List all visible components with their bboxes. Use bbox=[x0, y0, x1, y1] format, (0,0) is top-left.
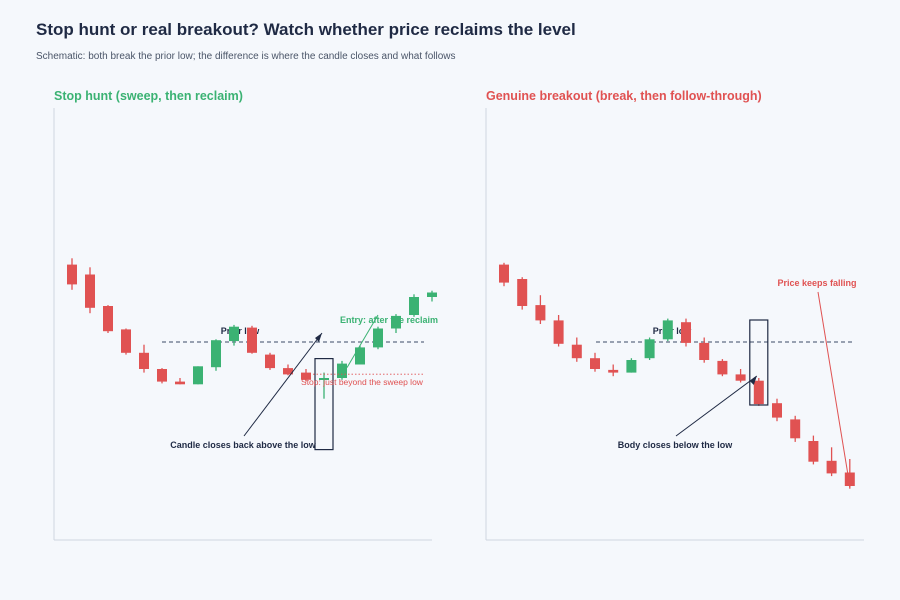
keeps-falling-pointer bbox=[817, 291, 851, 487]
close-below-annotation: Body closes below the low bbox=[618, 440, 734, 450]
bearish-candle bbox=[175, 381, 185, 385]
bearish-candle bbox=[790, 419, 801, 439]
bearish-candle bbox=[772, 403, 782, 418]
bearish-candle bbox=[157, 369, 167, 382]
bearish-candle bbox=[247, 327, 257, 353]
bearish-candle bbox=[826, 460, 837, 474]
breakout-panel: Genuine breakout (break, then follow-thr… bbox=[485, 89, 864, 541]
bearish-candle bbox=[121, 329, 131, 353]
bullish-candle bbox=[319, 378, 329, 380]
bearish-candle bbox=[590, 358, 600, 369]
bearish-candle bbox=[67, 264, 77, 285]
bearish-candle bbox=[283, 368, 293, 375]
close-back-pointer bbox=[243, 332, 323, 437]
bullish-candle bbox=[355, 347, 365, 365]
panel-title: Genuine breakout (break, then follow-thr… bbox=[486, 89, 762, 103]
sweep-highlight-box bbox=[314, 358, 334, 451]
bullish-candle bbox=[662, 320, 673, 340]
bullish-candle bbox=[427, 292, 437, 297]
bullish-candle bbox=[391, 315, 401, 329]
bullish-candle bbox=[644, 339, 655, 359]
bullish-candle bbox=[337, 363, 347, 378]
entry-annotation: Entry: after the reclaim bbox=[340, 315, 438, 325]
bullish-candle bbox=[373, 328, 383, 348]
bearish-candle bbox=[499, 264, 509, 283]
page-subtitle: Schematic: both break the prior low; the… bbox=[36, 51, 456, 62]
arrowhead-icon bbox=[749, 376, 757, 385]
bearish-candle bbox=[681, 322, 691, 343]
bullish-candle bbox=[626, 360, 637, 373]
bullish-candle bbox=[193, 366, 203, 385]
bearish-candle bbox=[553, 320, 564, 344]
bearish-candle bbox=[699, 342, 710, 360]
bearish-candle bbox=[753, 380, 764, 405]
entry-pointer bbox=[346, 314, 379, 368]
bearish-candle bbox=[517, 279, 528, 306]
page-title: Stop hunt or real breakout? Watch whethe… bbox=[36, 20, 576, 39]
bearish-candle bbox=[717, 360, 728, 375]
bearish-candle bbox=[103, 306, 113, 332]
bearish-candle bbox=[535, 305, 546, 321]
bullish-candle bbox=[229, 326, 239, 342]
bearish-candle bbox=[139, 352, 149, 369]
bearish-candle bbox=[735, 374, 746, 381]
bearish-candle bbox=[571, 344, 582, 359]
close-below-pointer bbox=[675, 375, 758, 437]
bearish-candle bbox=[844, 472, 855, 486]
bearish-candle bbox=[301, 372, 311, 380]
arrowhead-icon bbox=[845, 479, 853, 488]
stop-hunt-panel: Stop hunt (sweep, then reclaim) Prior low… bbox=[53, 89, 438, 541]
keeps-falling-annotation: Price keeps falling bbox=[777, 278, 856, 288]
panel-title: Stop hunt (sweep, then reclaim) bbox=[54, 89, 243, 103]
close-back-annotation: Candle closes back above the low bbox=[170, 440, 317, 450]
bullish-candle bbox=[409, 297, 419, 315]
prior-low-label: Prior low bbox=[221, 326, 261, 336]
stop-annotation: Stop: just beyond the sweep low bbox=[301, 377, 424, 387]
bearish-candle bbox=[608, 369, 619, 373]
break-highlight-box bbox=[749, 319, 769, 406]
bearish-candle bbox=[85, 274, 95, 308]
bearish-candle bbox=[265, 354, 275, 369]
bearish-candle bbox=[808, 441, 819, 462]
bullish-candle bbox=[211, 340, 221, 368]
arrowhead-icon bbox=[315, 333, 322, 342]
